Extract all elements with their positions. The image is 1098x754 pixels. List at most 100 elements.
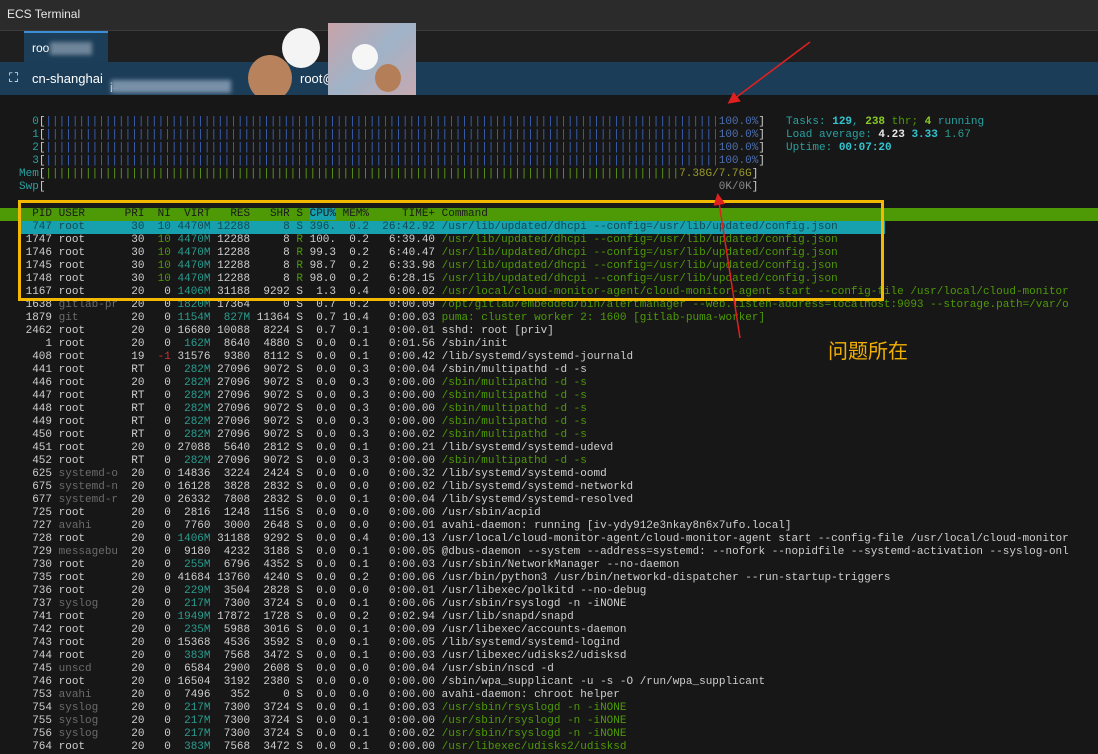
column-mem[interactable]: MEM% bbox=[342, 208, 370, 220]
column-pid[interactable]: PID bbox=[19, 208, 53, 220]
process-cpu: 0.0 bbox=[309, 429, 336, 441]
process-row[interactable]: 729 messagebu 20 0 9180 4232 3188 S 0.0 … bbox=[19, 546, 1069, 559]
process-row[interactable]: 625 systemd-o 20 0 14836 3224 2424 S 0.0… bbox=[19, 468, 607, 481]
process-row[interactable]: 1 root 20 0 162M 8640 4880 S 0.0 0.1 0:0… bbox=[19, 338, 507, 351]
cpu-label: 3 bbox=[19, 155, 39, 167]
text bbox=[171, 520, 178, 532]
text bbox=[336, 507, 343, 519]
process-ni: 0 bbox=[151, 689, 171, 701]
process-row[interactable]: 730 root 20 0 255M 6796 4352 S 0.0 0.1 0… bbox=[19, 559, 679, 572]
process-row[interactable]: 746 root 20 0 16504 3192 2380 S 0.0 0.0 … bbox=[19, 676, 765, 689]
process-user: root bbox=[58, 559, 119, 571]
process-row[interactable]: 747 root 30 10 4470M 12288 8 S 396. 0.2 … bbox=[19, 221, 838, 234]
process-command: /usr/lib/updated/dhcpi --config=/usr/lib… bbox=[441, 273, 838, 285]
text bbox=[250, 546, 257, 558]
process-row[interactable]: 736 root 20 0 229M 3504 2828 S 0.0 0.0 0… bbox=[19, 585, 646, 598]
process-mem: 0.3 bbox=[342, 403, 370, 415]
column-cpu[interactable]: CPU% bbox=[309, 208, 336, 220]
process-command: avahi-daemon: chroot helper bbox=[441, 689, 620, 701]
process-row[interactable]: 741 root 20 0 1949M 17872 1728 S 0.0 0.2… bbox=[19, 611, 574, 624]
process-ni: 10 bbox=[151, 234, 171, 246]
process-row[interactable]: 753 avahi 20 0 7496 352 0 S 0.0 0.0 0:00… bbox=[19, 689, 620, 702]
process-row[interactable]: 449 root RT 0 282M 27096 9072 S 0.0 0.3 … bbox=[19, 416, 587, 429]
text bbox=[369, 286, 376, 298]
process-row[interactable]: 2462 root 20 0 16680 10088 8224 S 0.7 0.… bbox=[19, 325, 554, 338]
text bbox=[336, 247, 343, 259]
process-row[interactable]: 450 root RT 0 282M 27096 9072 S 0.0 0.3 … bbox=[19, 429, 587, 442]
process-row[interactable]: 1745 root 30 10 4470M 12288 8 R 98.7 0.2… bbox=[19, 260, 838, 273]
process-time: 0:00.00 bbox=[375, 689, 436, 701]
process-res: 17364 bbox=[217, 299, 251, 311]
process-row[interactable]: 745 unscd 20 0 6584 2900 2608 S 0.0 0.0 … bbox=[19, 663, 554, 676]
process-row[interactable]: 756 syslog 20 0 217M 7300 3724 S 0.0 0.1… bbox=[19, 728, 626, 741]
terminal-tab[interactable]: roo bbox=[24, 31, 108, 62]
fullscreen-icon[interactable]: ⛶ bbox=[9, 70, 19, 85]
process-ni: 0 bbox=[151, 442, 171, 454]
process-mem: 0.0 bbox=[342, 481, 370, 493]
process-command: /usr/sbin/nscd -d bbox=[441, 663, 554, 675]
process-row[interactable]: 764 root 20 0 383M 7568 3472 S 0.0 0.1 0… bbox=[19, 741, 626, 754]
column-command[interactable]: Command bbox=[441, 208, 488, 220]
process-row[interactable]: 755 syslog 20 0 217M 7300 3724 S 0.0 0.1… bbox=[19, 715, 626, 728]
text bbox=[118, 312, 125, 324]
column-pri[interactable]: PRI bbox=[124, 208, 145, 220]
column-virt[interactable]: VIRT bbox=[177, 208, 211, 220]
process-row[interactable]: 1879 git 20 0 1154M 827M 11364 S 0.7 10.… bbox=[19, 312, 766, 325]
process-row[interactable]: 452 root RT 0 282M 27096 9072 S 0.0 0.3 … bbox=[19, 455, 587, 468]
text bbox=[118, 520, 125, 532]
process-row[interactable]: 408 root 19 -1 31576 9380 8112 S 0.0 0.1… bbox=[19, 351, 633, 364]
process-row[interactable]: 727 avahi 20 0 7760 3000 2648 S 0.0 0.0 … bbox=[19, 520, 791, 533]
process-row[interactable]: 677 systemd-r 20 0 26332 7808 2832 S 0.0… bbox=[19, 494, 633, 507]
process-row[interactable]: 754 syslog 20 0 217M 7300 3724 S 0.0 0.1… bbox=[19, 702, 626, 715]
process-virt: 383M bbox=[177, 741, 211, 753]
process-row[interactable]: 1748 root 30 10 4470M 12288 8 R 98.0 0.2… bbox=[19, 273, 838, 286]
process-row[interactable]: 441 root RT 0 282M 27096 9072 S 0.0 0.3 … bbox=[19, 364, 587, 377]
terminal-output[interactable]: 0[||||||||||||||||||||||||||||||||||||||… bbox=[0, 95, 1098, 754]
text bbox=[435, 247, 442, 259]
process-row[interactable]: 735 root 20 0 41684 13760 4240 S 0.0 0.2… bbox=[19, 572, 890, 585]
process-row[interactable]: 1638 gitlab-pr 20 0 1820M 17364 0 S 0.7 … bbox=[19, 299, 1069, 312]
process-virt: 1820M bbox=[177, 299, 211, 311]
text bbox=[336, 741, 343, 753]
text bbox=[250, 234, 257, 246]
text bbox=[118, 637, 125, 649]
process-row[interactable]: 725 root 20 0 2816 1248 1156 S 0.0 0.0 0… bbox=[19, 507, 541, 520]
process-row[interactable]: 737 syslog 20 0 217M 7300 3724 S 0.0 0.1… bbox=[19, 598, 626, 611]
process-command: /sbin/wpa_supplicant -u -s -O /run/wpa_s… bbox=[441, 676, 766, 688]
process-row[interactable]: 446 root 20 0 282M 27096 9072 S 0.0 0.3 … bbox=[19, 377, 587, 390]
process-row[interactable]: 451 root 20 0 27088 5640 2812 S 0.0 0.1 … bbox=[19, 442, 613, 455]
text: [ bbox=[38, 116, 46, 128]
process-row[interactable]: 447 root RT 0 282M 27096 9072 S 0.0 0.3 … bbox=[19, 390, 587, 403]
text bbox=[171, 390, 178, 402]
process-row[interactable]: 1746 root 30 10 4470M 12288 8 R 99.3 0.2… bbox=[19, 247, 838, 260]
column-ni[interactable]: NI bbox=[151, 208, 171, 220]
process-row[interactable]: 743 root 20 0 15368 4536 3592 S 0.0 0.1 … bbox=[19, 637, 620, 650]
process-row[interactable]: 728 root 20 0 1406M 31188 9292 S 0.0 0.4… bbox=[19, 533, 1069, 546]
process-state: S bbox=[296, 650, 303, 662]
process-ni: 0 bbox=[151, 533, 171, 545]
process-row[interactable]: 448 root RT 0 282M 27096 9072 S 0.0 0.3 … bbox=[19, 403, 587, 416]
text bbox=[303, 546, 310, 558]
process-row[interactable]: 1167 root 20 0 1406M 31188 9292 S 1.3 0.… bbox=[19, 286, 1069, 299]
process-pid: 745 bbox=[19, 663, 53, 675]
process-res: 8640 bbox=[217, 338, 251, 350]
mem-meter: Mem[||||||||||||||||||||||||||||||||||||… bbox=[19, 168, 758, 181]
column-shr[interactable]: SHR bbox=[256, 208, 290, 220]
text bbox=[250, 728, 257, 740]
process-pid: 625 bbox=[19, 468, 53, 480]
process-res: 12288 bbox=[217, 221, 251, 233]
process-mem: 0.1 bbox=[342, 325, 370, 337]
column-s[interactable]: S bbox=[296, 208, 303, 220]
text bbox=[303, 494, 310, 506]
column-user[interactable]: USER bbox=[58, 208, 119, 220]
process-row[interactable]: 1747 root 30 10 4470M 12288 8 R 100. 0.2… bbox=[19, 234, 838, 247]
text bbox=[171, 260, 178, 272]
column-res[interactable]: RES bbox=[217, 208, 251, 220]
process-row[interactable]: 744 root 20 0 383M 7568 3472 S 0.0 0.1 0… bbox=[19, 650, 626, 663]
column-time[interactable]: TIME+ bbox=[375, 208, 436, 220]
process-row[interactable]: 742 root 20 0 235M 5988 3016 S 0.0 0.1 0… bbox=[19, 624, 626, 637]
swap-meter: Swp[ 0K/0K] bbox=[19, 181, 758, 194]
process-row[interactable]: 675 systemd-n 20 0 16128 3828 2832 S 0.0… bbox=[19, 481, 633, 494]
process-shr: 3724 bbox=[256, 598, 290, 610]
process-user: root bbox=[58, 351, 119, 363]
